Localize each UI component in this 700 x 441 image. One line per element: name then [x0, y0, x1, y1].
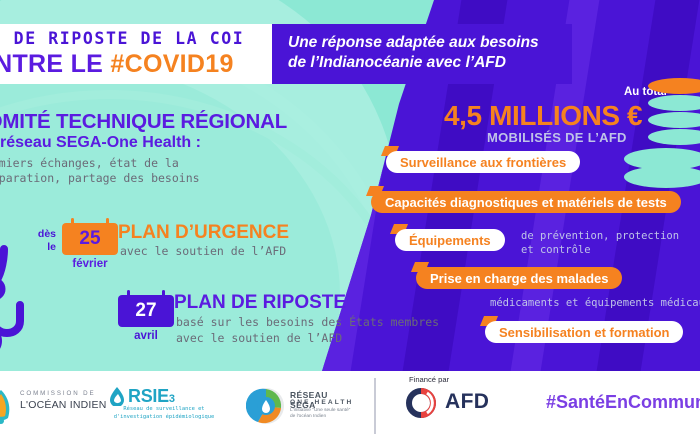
amount-subtitle: MOBILISÉS DE L’AFD	[487, 130, 627, 145]
footer-bar	[0, 371, 700, 441]
service-pill-4-label: Prise en charge des malades	[430, 270, 609, 286]
service-pill-5-label: Sensibilisation et formation	[499, 324, 670, 340]
subtitle-line2: de l’Indianocéanie avec l’AFD	[288, 54, 506, 71]
calendar-ear	[71, 218, 74, 225]
coin	[648, 112, 700, 128]
rsie-logo: RSIE3 Réseau de surveillance et d'invest…	[106, 386, 222, 428]
service-pill-2-label: Capacités diagnostiques et matériels de …	[385, 194, 667, 210]
coi-logo: COMMISSION DE L'OCÉAN INDIEN	[0, 388, 114, 424]
plan-heading-2: PLAN DE RIPOSTE	[174, 292, 347, 313]
subtitle-text: Une réponse adaptée aux besoins de l’Ind…	[288, 33, 539, 73]
rsie-sub-line1: Réseau de surveillance et	[123, 406, 205, 412]
committee-title: COMITÉ TECHNIQUE RÉGIONAL	[0, 110, 288, 133]
calendar-ears	[71, 218, 109, 225]
coi-logo-line1: COMMISSION DE	[20, 390, 96, 397]
sega-logo: RÉSEAU SEGA ONE HEALTH L'initiative "Une…	[246, 386, 356, 428]
service-note-3-line1: de prévention, protection	[521, 230, 680, 242]
title-prefix: CONTRE LE	[0, 50, 104, 78]
calendar-month-2: avril	[134, 330, 158, 342]
service-pill-5[interactable]: Sensibilisation et formation	[485, 321, 684, 343]
title-hashtag: #COVID19	[110, 50, 234, 78]
plan-detail-2-line2: avec le soutien de l’AFD	[176, 331, 343, 345]
timeline-prefix-1-line2: le	[47, 241, 56, 253]
calendar-day-1: 25	[62, 223, 118, 255]
subtitle-box: Une réponse adaptée aux besoins de l’Ind…	[272, 24, 572, 84]
rsie-logo-name: RSIE3	[128, 386, 175, 407]
coin	[624, 166, 700, 188]
poster-title-line2: CONTRE LE #COVID19	[0, 50, 276, 79]
footer-divider	[374, 378, 376, 434]
sega-line3b: de l'océan Indien	[290, 414, 327, 420]
service-note-4-line1: médicaments et équipements médicaux	[490, 297, 700, 309]
rsie-sub-line2: d'investigation épidémiologique	[113, 413, 215, 420]
service-note-4: médicaments et équipements médicaux	[490, 296, 700, 310]
rsie-superscript: 3	[168, 393, 175, 405]
amount-value: 4,5 MILLIONS €	[444, 100, 643, 131]
coi-logo-line2: L'OCÉAN INDIEN	[20, 399, 107, 411]
coin	[648, 129, 700, 145]
service-note-3: de prévention, protection et contrôle	[521, 229, 679, 257]
service-pill-2[interactable]: Capacités diagnostiques et matériels de …	[371, 191, 681, 213]
rsie-logo-subtitle: Réseau de surveillance et d'investigatio…	[106, 406, 222, 421]
plan-detail-1: avec le soutien de l’AFD	[120, 244, 287, 258]
service-pill-3[interactable]: Équipements	[395, 229, 505, 251]
calendar-month-1: février	[72, 258, 108, 270]
service-pill-4[interactable]: Prise en charge des malades	[416, 267, 623, 289]
service-pill-3-label: Équipements	[409, 232, 491, 248]
sega-logo-line2: ONE HEALTH	[290, 399, 354, 406]
service-pill-1-label: Surveillance aux frontières	[400, 154, 567, 170]
committee-note: premiers échanges, état de la préparatio…	[0, 156, 200, 186]
coin	[648, 78, 700, 94]
timeline-prefix-1: dès le	[30, 228, 56, 254]
plan-detail-2: basé sur les besoins des États membres a…	[176, 314, 439, 346]
subtitle-line1: Une réponse adaptée aux besoins	[288, 34, 539, 51]
calendar-day-2: 27	[118, 295, 174, 327]
poster-title-line1: PLAN DE RIPOSTE DE LA COI	[0, 29, 245, 48]
committee-note-line2: préparation, partage des besoins	[0, 171, 200, 185]
committee-subtitle: du réseau SEGA-One Health :	[0, 134, 201, 151]
sega-logo-line3: L'initiative "Une seule santé" de l'océa…	[290, 408, 350, 421]
afd-ring-icon	[405, 387, 437, 419]
title-panel	[0, 24, 280, 84]
calendar-ear	[162, 290, 165, 297]
plan-heading-1: PLAN D’URGENCE	[118, 222, 290, 243]
service-note-3-line2: et contrôle	[521, 244, 591, 256]
campaign-hashtag: #SantéEnCommun	[546, 392, 700, 412]
rsie-name-text: RSIE	[128, 386, 169, 406]
plan-detail-2-line1: basé sur les besoins des États membres	[176, 315, 440, 329]
coin	[648, 95, 700, 111]
calendar-ears	[127, 290, 165, 297]
afd-logo-text: AFD	[445, 390, 490, 413]
sega-line3a: L'initiative "Une seule santé"	[290, 408, 351, 413]
calendar-ear	[127, 290, 130, 297]
committee-note-line1: premiers échanges, état de la	[0, 156, 179, 170]
coin	[624, 148, 700, 170]
service-pill-1[interactable]: Surveillance aux frontières	[386, 151, 581, 173]
calendar-ear	[106, 218, 109, 225]
sega-logo-line1: RÉSEAU SEGA	[290, 390, 328, 410]
coin-stack-icon	[624, 78, 700, 188]
stethoscope-icon	[0, 245, 50, 367]
timeline-prefix-1-line1: dès	[37, 228, 56, 240]
afd-finance-label: Financé par	[409, 375, 450, 384]
